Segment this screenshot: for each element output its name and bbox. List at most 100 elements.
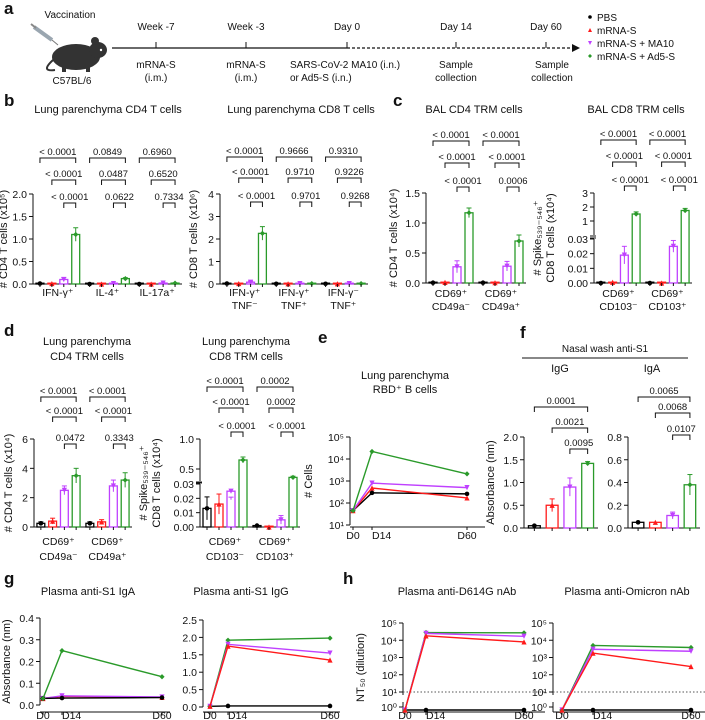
y-tick-label: 10³ — [532, 653, 548, 665]
y-axis: 10¹ 10² 10³ 10⁴ 10⁵ — [328, 432, 351, 532]
p-value: < 0.0001 — [218, 421, 255, 432]
mean-marker — [259, 230, 266, 236]
group-label: IFN-γ⁺ — [278, 287, 310, 299]
nasal-wash-header: Nasal wash anti-S1 — [562, 344, 649, 355]
mean-marker — [285, 281, 291, 287]
mean-marker — [224, 281, 230, 286]
y-tick-label: 0.4 — [607, 478, 622, 490]
p-value: < 0.0001 — [226, 146, 263, 157]
y-tick-label: 0.0 — [607, 523, 622, 535]
event-desc: collection — [435, 73, 477, 84]
data-point — [590, 646, 596, 652]
p-value: 0.0002 — [266, 397, 295, 408]
y-axis-label: # CD4 T cells (x10⁵) — [0, 190, 10, 288]
data-point — [464, 485, 470, 491]
data-point — [521, 630, 527, 636]
panel-label-d: d — [4, 321, 14, 340]
p-value: 0.0065 — [649, 386, 678, 397]
x-tick-label: D14 — [62, 710, 81, 720]
y-axis: 10⁰ 10¹ 10² 10³ 10⁴ 10⁵ — [531, 618, 554, 714]
y-tick-label: 0.5 — [12, 257, 27, 269]
y-axis-label: Absorbance (nm) — [485, 440, 497, 524]
bar-group: < 0.0001 < 0.0001 < 0.0001 IFN-γ⁺ — [35, 147, 88, 299]
mean-marker — [532, 523, 537, 529]
y-axis-label: CD8 T cells (x10⁴) — [545, 193, 557, 282]
y-axis-label: # Spike₅₃₉₋₅₄₆⁺ — [138, 445, 150, 520]
mean-marker — [247, 279, 254, 285]
event-desc: collection — [531, 73, 573, 84]
mean-marker — [346, 280, 352, 287]
event-time: Week -7 — [137, 22, 174, 33]
y-tick-label: 1.0 — [503, 478, 518, 490]
y-axis: 0.0 0.5 1.0 1.5 2.0 — [503, 432, 525, 535]
p-value: < 0.0001 — [438, 152, 475, 163]
significance-bracket — [432, 140, 470, 146]
p-value: < 0.0001 — [655, 151, 692, 162]
bar — [581, 462, 595, 529]
panel-label-a: a — [4, 0, 14, 18]
legend-label: mRNA-S — [597, 26, 637, 37]
y-tick-label: 2.0 — [503, 432, 518, 444]
p-value: 0.0487 — [99, 169, 128, 180]
y-tick-label: 2 — [22, 493, 28, 505]
chart-5: Lung parenchyma CD8 TRM cells # Spike₅₃₉₋₅… — [138, 336, 306, 563]
group-label: CD103⁺ — [648, 301, 687, 313]
legend-item-mrna-s: mRNA-S — [588, 26, 637, 37]
significance-bracket — [89, 157, 126, 163]
significance-bracket — [661, 161, 686, 167]
chart-4: Lung parenchyma CD4 TRM cells # CD4 T cell… — [3, 336, 134, 563]
data-point — [688, 663, 694, 670]
data-point — [40, 695, 46, 702]
group-label: CD103⁻ — [599, 301, 638, 313]
mean-marker — [621, 252, 627, 258]
mean-marker — [670, 512, 676, 519]
mean-marker — [254, 523, 260, 528]
bar-group: < 0.0001 < 0.0001 < 0.0001 IFN-γ⁺TNF⁻ — [222, 146, 275, 312]
series-mrna-s — [559, 650, 694, 713]
p-value: 0.9268 — [341, 191, 370, 202]
x-tick-label: D0 — [398, 710, 412, 720]
y-tick-label: 2.0 — [182, 632, 197, 644]
group-label: IFN-γ⁺ — [42, 287, 74, 299]
p-value: < 0.0001 — [238, 191, 275, 202]
mean-marker — [430, 280, 436, 286]
mean-marker — [61, 276, 67, 283]
chart-3: BAL CD8 TRM cells # Spike₅₃₉₋₅₄₆⁺ CD8 T ce… — [532, 104, 698, 313]
significance-bracket — [672, 434, 691, 440]
y-tick-label: 0.0 — [182, 702, 197, 714]
y-axis: 10⁰ 10¹ 10² 10³ 10⁴ 10⁵ — [381, 618, 404, 714]
series-mrna-s-ad5-s — [207, 635, 333, 709]
chart-title: CD8 TRM cells — [209, 351, 283, 363]
mean-marker — [549, 502, 555, 508]
x-tick-label: D0 — [555, 710, 569, 720]
group-label: CD69⁺ — [209, 536, 242, 548]
diamond-marker-icon — [588, 54, 592, 58]
data-point — [350, 508, 356, 514]
legend-label: mRNA-S + Ad5-S — [597, 52, 675, 63]
chart-title: RBD⁺ B cells — [373, 384, 438, 396]
data-point — [521, 633, 527, 639]
significance-bracket — [63, 202, 77, 208]
group-label: TNF⁺ — [330, 300, 356, 312]
group-label: CD69⁺ — [42, 536, 75, 548]
group-label: IFN-γ⁻ — [328, 287, 360, 299]
significance-bracket — [444, 162, 470, 168]
y-axis: 0 2 4 6 — [22, 434, 35, 534]
significance-bracket — [672, 185, 686, 191]
significance-bracket — [275, 156, 313, 162]
triangle-up-marker-icon — [588, 28, 592, 32]
group-label: CD49a⁻ — [432, 301, 471, 313]
significance-bracket — [649, 139, 686, 145]
vaccination-label: Vaccination — [45, 10, 96, 21]
timeline-panel: Vaccination C57BL/6 Week -7 mRNA-S (i.m.… — [30, 10, 580, 87]
y-tick-label: 10² — [329, 498, 345, 510]
significance-bracket — [40, 396, 77, 402]
timeline-event-day14: Day 14 Sample collection — [435, 22, 477, 84]
p-value: 0.9666 — [279, 146, 308, 157]
y-tick-label: 0.5 — [179, 464, 194, 476]
mean-marker — [73, 231, 79, 238]
bar-group: < 0.0001 < 0.0001 < 0.0001 CD69⁺CD103⁻ — [596, 129, 649, 313]
p-value: 0.6520 — [149, 169, 178, 180]
